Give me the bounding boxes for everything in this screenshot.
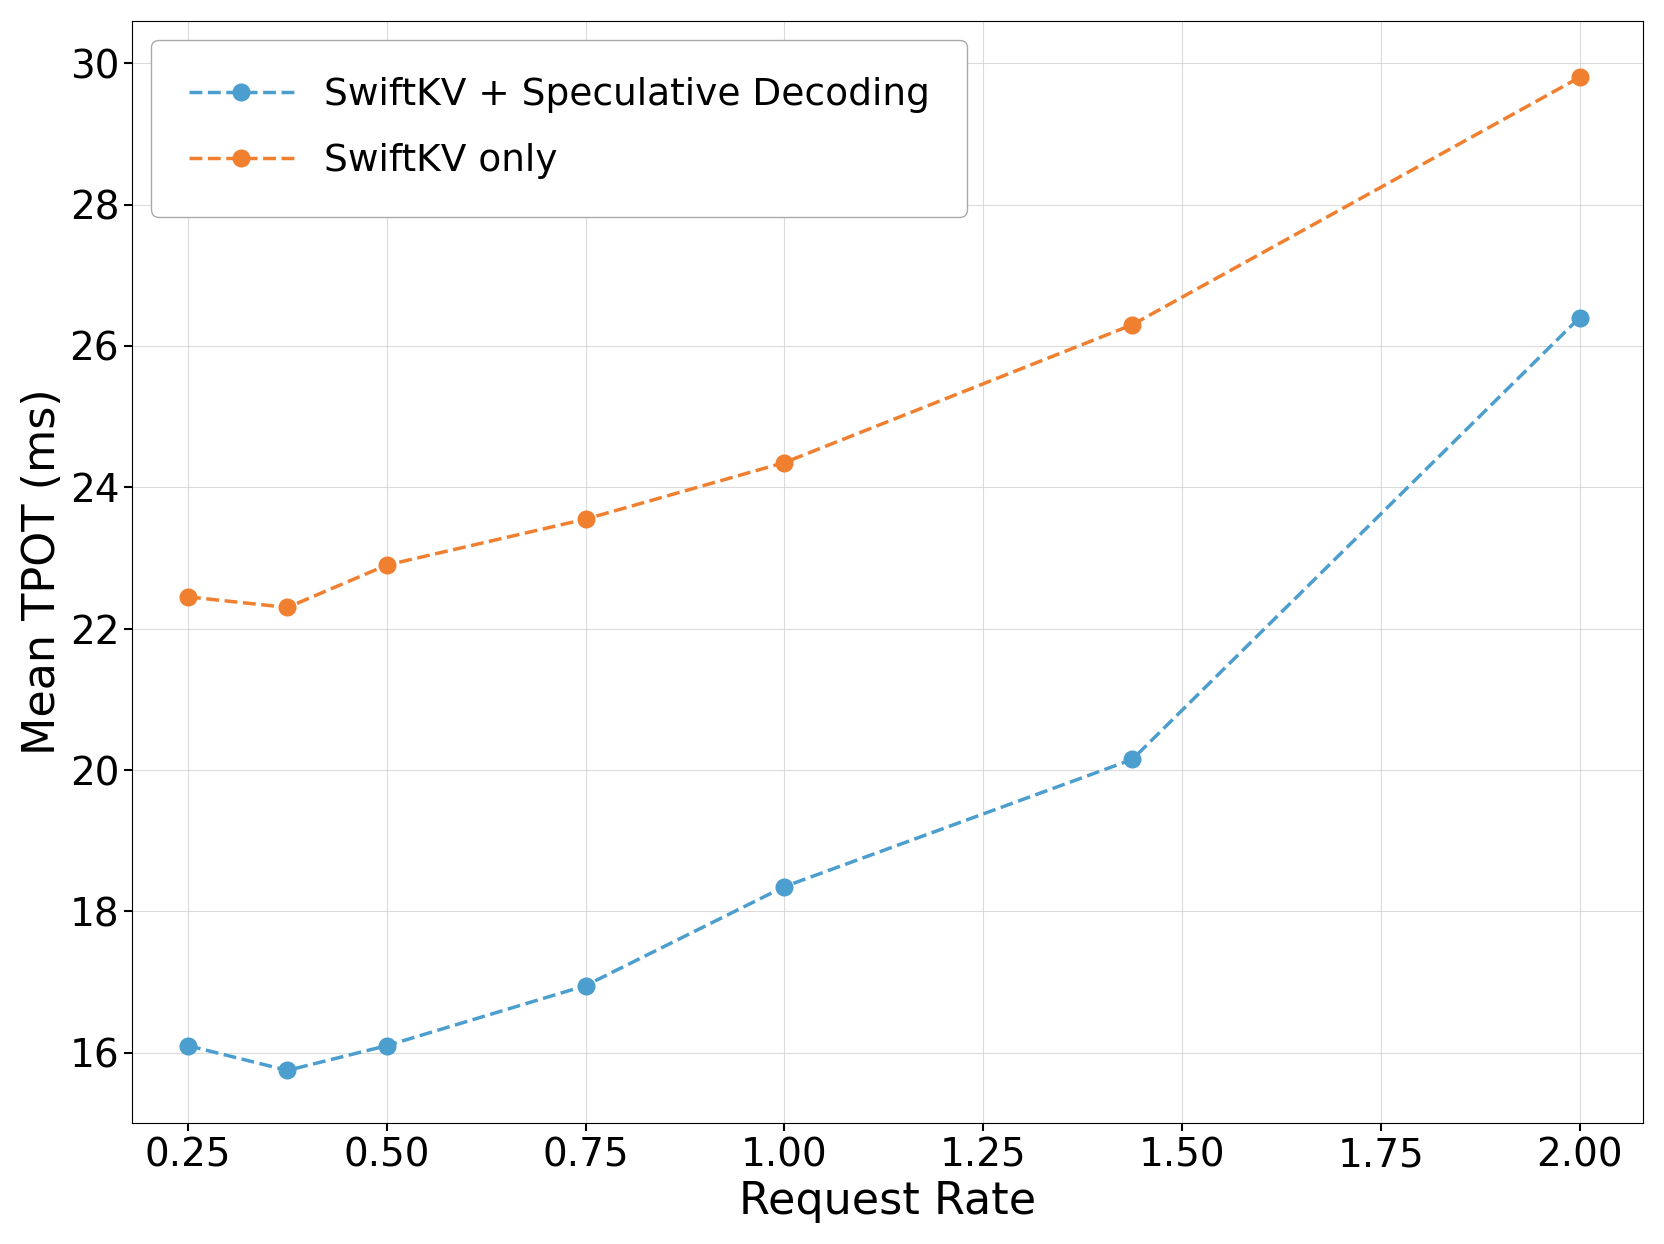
- SwiftKV + Speculative Decoding: [576, 978, 596, 993]
- SwiftKV only: [576, 511, 596, 526]
- SwiftKV only: [1122, 317, 1142, 332]
- SwiftKV + Speculative Decoding: [278, 1062, 298, 1077]
- Legend: SwiftKV + Speculative Decoding, SwiftKV only: SwiftKV + Speculative Decoding, SwiftKV …: [151, 40, 967, 216]
- SwiftKV + Speculative Decoding: [774, 880, 794, 894]
- Y-axis label: Mean TPOT (ms): Mean TPOT (ms): [22, 389, 63, 755]
- Line: SwiftKV only: SwiftKV only: [180, 70, 1587, 616]
- Line: SwiftKV + Speculative Decoding: SwiftKV + Speculative Decoding: [180, 310, 1587, 1079]
- SwiftKV only: [1569, 70, 1589, 85]
- SwiftKV + Speculative Decoding: [1569, 310, 1589, 325]
- SwiftKV + Speculative Decoding: [376, 1039, 396, 1054]
- X-axis label: Request Rate: Request Rate: [739, 1181, 1037, 1223]
- SwiftKV only: [376, 557, 396, 572]
- SwiftKV only: [774, 455, 794, 470]
- SwiftKV + Speculative Decoding: [1122, 751, 1142, 766]
- SwiftKV only: [278, 600, 298, 615]
- SwiftKV only: [178, 590, 198, 605]
- SwiftKV + Speculative Decoding: [178, 1039, 198, 1054]
